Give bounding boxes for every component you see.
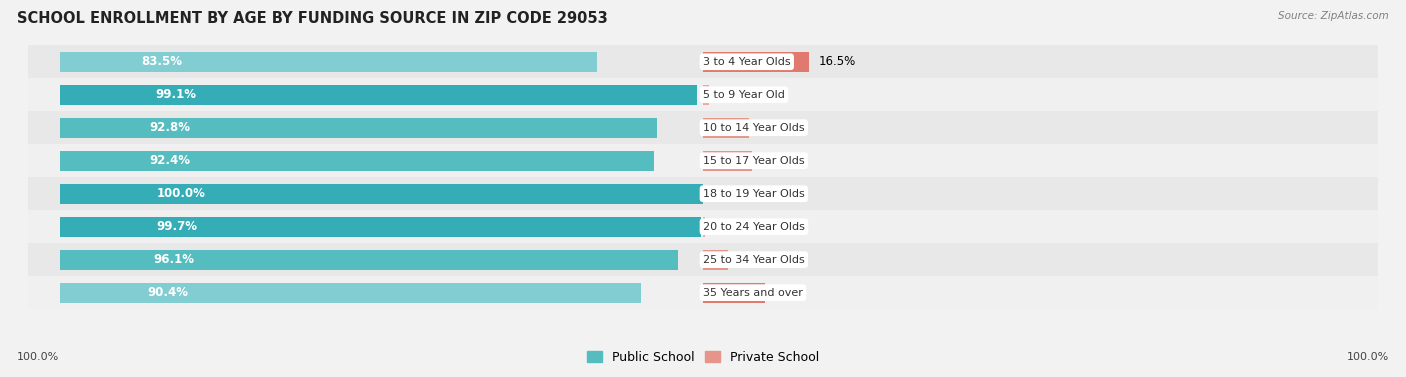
Legend: Public School, Private School: Public School, Private School bbox=[582, 346, 824, 369]
Bar bbox=[703, 118, 749, 138]
Text: 83.5%: 83.5% bbox=[141, 55, 181, 68]
Text: 100.0%: 100.0% bbox=[1347, 352, 1389, 362]
Text: 20 to 24 Year Olds: 20 to 24 Year Olds bbox=[703, 222, 804, 232]
Bar bbox=[60, 283, 641, 302]
Bar bbox=[28, 144, 1378, 177]
Text: 0.9%: 0.9% bbox=[718, 88, 748, 101]
Bar bbox=[703, 52, 808, 72]
Text: 100.0%: 100.0% bbox=[156, 187, 205, 200]
Text: 7.7%: 7.7% bbox=[762, 154, 792, 167]
Text: 99.1%: 99.1% bbox=[156, 88, 197, 101]
Text: 5 to 9 Year Old: 5 to 9 Year Old bbox=[703, 90, 785, 100]
Text: 10 to 14 Year Olds: 10 to 14 Year Olds bbox=[703, 123, 804, 133]
Bar bbox=[703, 283, 765, 302]
Bar bbox=[60, 184, 703, 204]
Bar bbox=[28, 276, 1378, 309]
Bar bbox=[60, 52, 598, 72]
Text: 99.7%: 99.7% bbox=[156, 220, 197, 233]
Text: 3.9%: 3.9% bbox=[738, 253, 768, 266]
Text: 92.4%: 92.4% bbox=[149, 154, 190, 167]
Bar bbox=[28, 78, 1378, 111]
Text: 18 to 19 Year Olds: 18 to 19 Year Olds bbox=[703, 188, 804, 199]
Bar bbox=[28, 177, 1378, 210]
Text: 35 Years and over: 35 Years and over bbox=[703, 288, 803, 298]
Bar bbox=[60, 85, 697, 105]
Text: 96.1%: 96.1% bbox=[153, 253, 194, 266]
Bar bbox=[60, 151, 654, 170]
Text: 92.8%: 92.8% bbox=[149, 121, 191, 134]
Text: 9.6%: 9.6% bbox=[775, 286, 804, 299]
Bar bbox=[60, 250, 678, 270]
Bar bbox=[28, 210, 1378, 243]
Text: Source: ZipAtlas.com: Source: ZipAtlas.com bbox=[1278, 11, 1389, 21]
Bar bbox=[703, 217, 706, 237]
Text: SCHOOL ENROLLMENT BY AGE BY FUNDING SOURCE IN ZIP CODE 29053: SCHOOL ENROLLMENT BY AGE BY FUNDING SOUR… bbox=[17, 11, 607, 26]
Bar bbox=[28, 45, 1378, 78]
Bar bbox=[703, 85, 709, 105]
Bar bbox=[28, 111, 1378, 144]
Text: 25 to 34 Year Olds: 25 to 34 Year Olds bbox=[703, 254, 804, 265]
Text: 3 to 4 Year Olds: 3 to 4 Year Olds bbox=[703, 57, 790, 67]
Text: 0.0%: 0.0% bbox=[713, 187, 742, 200]
Text: 100.0%: 100.0% bbox=[17, 352, 59, 362]
Text: 15 to 17 Year Olds: 15 to 17 Year Olds bbox=[703, 156, 804, 166]
Bar bbox=[28, 243, 1378, 276]
Text: 16.5%: 16.5% bbox=[818, 55, 856, 68]
Text: 90.4%: 90.4% bbox=[148, 286, 188, 299]
Text: 0.34%: 0.34% bbox=[714, 220, 752, 233]
Bar bbox=[703, 151, 752, 170]
Bar bbox=[60, 118, 657, 138]
Bar bbox=[703, 250, 728, 270]
Bar bbox=[60, 217, 702, 237]
Text: 7.2%: 7.2% bbox=[759, 121, 789, 134]
